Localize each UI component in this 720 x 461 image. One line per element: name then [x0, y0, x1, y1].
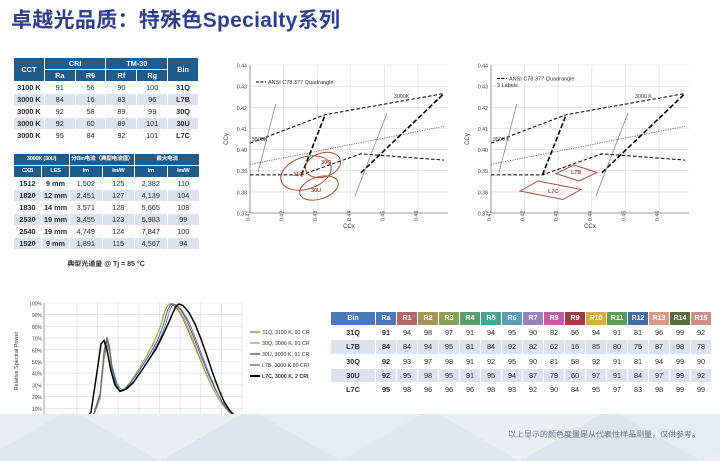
svg-text:0.46: 0.46	[414, 211, 420, 221]
svg-text:0.40: 0.40	[237, 148, 247, 154]
svg-text:0.42: 0.42	[237, 106, 247, 112]
svg-text:0.38: 0.38	[237, 190, 247, 196]
svg-text:ANSI C78.377 Quadrangle: ANSI C78.377 Quadrangle	[268, 80, 333, 86]
svg-text:30Q: 30Q	[321, 160, 332, 166]
svg-text:CCy: CCy	[465, 133, 471, 145]
svg-text:0.46: 0.46	[655, 211, 661, 221]
svg-text:0.39: 0.39	[237, 169, 247, 175]
svg-text:3000K: 3000K	[394, 94, 410, 100]
svg-text:L7B, 3000 K 80 CRI: L7B, 3000 K 80 CRI	[262, 363, 309, 369]
svg-text:ANSI C78.377 Quadrangle: ANSI C78.377 Quadrangle	[509, 77, 574, 83]
svg-text:30%: 30%	[32, 383, 43, 389]
svg-text:0.43: 0.43	[478, 85, 488, 91]
svg-text:60%: 60%	[32, 348, 43, 354]
svg-text:30Q, 3000 K, 91 CRI: 30Q, 3000 K, 91 CRI	[262, 341, 310, 347]
svg-text:3500K: 3500K	[252, 137, 268, 143]
svg-text:0.45: 0.45	[380, 211, 386, 221]
svg-text:80%: 80%	[32, 325, 43, 331]
svg-text:31Q: 31Q	[293, 172, 304, 178]
svg-text:0.40: 0.40	[478, 148, 488, 154]
svg-text:0.42: 0.42	[478, 106, 488, 112]
svg-text:0.44: 0.44	[588, 211, 594, 221]
svg-text:0.44: 0.44	[347, 211, 353, 221]
svg-text:0.41: 0.41	[237, 127, 247, 133]
svg-text:0.43: 0.43	[313, 211, 319, 221]
svg-text:0.42: 0.42	[521, 211, 527, 221]
svg-text:CCy: CCy	[224, 133, 230, 145]
svg-text:100%: 100%	[29, 302, 42, 308]
svg-text:0.39: 0.39	[478, 169, 488, 175]
svg-text:50%: 50%	[32, 360, 43, 366]
svg-text:0.41: 0.41	[487, 211, 493, 221]
svg-text:CCx: CCx	[343, 224, 355, 230]
svg-text:L7C: L7C	[548, 189, 558, 195]
svg-text:40%: 40%	[32, 372, 43, 378]
svg-text:CCx: CCx	[584, 224, 596, 230]
svg-text:20%: 20%	[32, 395, 43, 401]
svg-text:0.43: 0.43	[237, 85, 247, 91]
svg-text:3 Labels: 3 Labels	[497, 83, 518, 89]
svg-text:31Q, 3100 K, 91 CRI: 31Q, 3100 K, 91 CRI	[262, 330, 310, 336]
svg-text:0.41: 0.41	[246, 211, 252, 221]
svg-text:0.44: 0.44	[478, 64, 488, 70]
svg-text:0.41: 0.41	[478, 127, 488, 133]
svg-text:L7B: L7B	[571, 170, 581, 176]
svg-text:3000 K: 3000 K	[635, 94, 652, 100]
svg-text:10%: 10%	[32, 407, 43, 413]
svg-text:70%: 70%	[32, 337, 43, 343]
svg-text:30U: 30U	[311, 188, 321, 194]
svg-text:0.38: 0.38	[478, 190, 488, 196]
svg-text:3500 K: 3500 K	[493, 137, 510, 143]
svg-text:0.43: 0.43	[554, 211, 560, 221]
svg-text:0.42: 0.42	[280, 211, 286, 221]
svg-text:L7C, 3000 K, 2 CRI: L7C, 3000 K, 2 CRI	[262, 374, 309, 380]
svg-text:Relative Spectral Power: Relative Spectral Power	[14, 331, 20, 390]
svg-text:30U, 3000 K, 91 CRI: 30U, 3000 K, 91 CRI	[262, 352, 310, 358]
svg-text:90%: 90%	[32, 313, 43, 319]
svg-text:0.44: 0.44	[237, 64, 247, 70]
svg-text:0.45: 0.45	[621, 211, 627, 221]
